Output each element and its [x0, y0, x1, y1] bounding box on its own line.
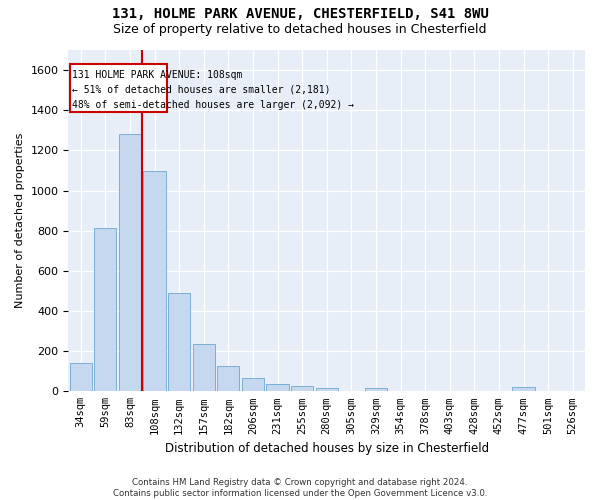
- Bar: [70, 363, 92, 392]
- Bar: [242, 378, 264, 392]
- Bar: [291, 386, 313, 392]
- Bar: [365, 388, 387, 392]
- Bar: [94, 228, 116, 392]
- X-axis label: Distribution of detached houses by size in Chesterfield: Distribution of detached houses by size …: [164, 442, 489, 455]
- Bar: [168, 293, 190, 392]
- Text: Size of property relative to detached houses in Chesterfield: Size of property relative to detached ho…: [113, 22, 487, 36]
- Bar: [316, 388, 338, 392]
- Y-axis label: Number of detached properties: Number of detached properties: [15, 133, 25, 308]
- Text: 131, HOLME PARK AVENUE, CHESTERFIELD, S41 8WU: 131, HOLME PARK AVENUE, CHESTERFIELD, S4…: [112, 8, 488, 22]
- Bar: [119, 134, 141, 392]
- FancyBboxPatch shape: [70, 64, 167, 112]
- Bar: [193, 344, 215, 392]
- Text: Contains HM Land Registry data © Crown copyright and database right 2024.
Contai: Contains HM Land Registry data © Crown c…: [113, 478, 487, 498]
- Bar: [512, 388, 535, 392]
- Text: 131 HOLME PARK AVENUE: 108sqm
← 51% of detached houses are smaller (2,181)
48% o: 131 HOLME PARK AVENUE: 108sqm ← 51% of d…: [71, 70, 353, 110]
- Bar: [266, 384, 289, 392]
- Bar: [217, 366, 239, 392]
- Bar: [143, 172, 166, 392]
